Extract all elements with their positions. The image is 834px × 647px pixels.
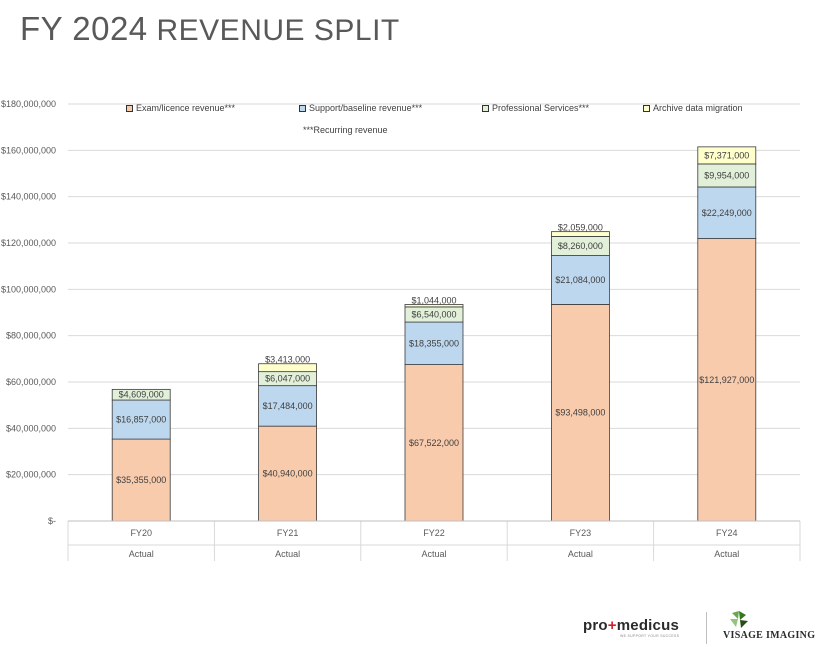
data-label: $40,940,000 [263, 469, 313, 479]
bar-segment [258, 363, 318, 373]
data-label: $7,371,000 [704, 150, 749, 160]
title-year: FY 2024 [20, 10, 148, 47]
x-sublabel: Actual [421, 549, 446, 559]
data-label: $17,484,000 [263, 401, 313, 411]
bar-segment [404, 321, 464, 365]
bar-segment [697, 238, 757, 522]
y-tick-label: $140,000,000 [1, 192, 56, 202]
data-label: $9,954,000 [704, 170, 749, 180]
data-label: $4,609,000 [119, 390, 164, 400]
revenue-stacked-bar-chart: $- $20,000,000 $40,000,000 $60,000,000 $80,0… [1, 99, 801, 561]
bar-segment [551, 255, 610, 305]
y-tick-label: $60,000,000 [6, 377, 56, 387]
y-tick-label: $80,000,000 [6, 331, 56, 341]
y-tick-label: $160,000,000 [1, 145, 56, 155]
data-label: $6,540,000 [411, 309, 456, 319]
visage-imaging-logo: VISAGE IMAGING [723, 630, 816, 641]
y-tick-label: $20,000,000 [6, 470, 56, 480]
x-tick-label: FY21 [277, 528, 299, 538]
bar-segment [404, 364, 464, 522]
data-label: $35,355,000 [116, 475, 166, 485]
y-tick-label: $180,000,000 [1, 99, 56, 109]
data-label: $21,084,000 [555, 275, 605, 285]
bar-segment [111, 438, 171, 522]
x-tick-label: FY23 [570, 528, 592, 538]
data-label: $3,413,000 [265, 355, 310, 365]
bar-segment [551, 231, 610, 237]
bar-segment [697, 186, 757, 239]
x-sublabel: Actual [714, 549, 739, 559]
bar-segment [111, 399, 171, 440]
promedicus-tagline: WE SUPPORT YOUR SUCCESS [620, 634, 680, 638]
data-label: $18,355,000 [409, 338, 459, 348]
bar-segment [404, 304, 464, 308]
x-tick-label: FY22 [423, 528, 445, 538]
logo-divider [706, 612, 707, 644]
y-tick-label: $100,000,000 [1, 284, 56, 294]
data-label: $93,498,000 [555, 408, 605, 418]
page-title: FY 2024 REVENUE SPLIT [20, 10, 400, 48]
bar-segment [111, 388, 171, 401]
bar-segment [697, 146, 757, 165]
data-label: $67,522,000 [409, 438, 459, 448]
bar-segment [258, 385, 318, 427]
data-label: $8,260,000 [558, 241, 603, 251]
data-label: $16,857,000 [116, 415, 166, 425]
data-label: $22,249,000 [702, 208, 752, 218]
bar-segment [258, 425, 318, 522]
y-tick-label: $40,000,000 [6, 423, 56, 433]
x-sublabel: Actual [568, 549, 593, 559]
x-tick-label: FY20 [130, 528, 152, 538]
x-sublabel: Actual [275, 549, 300, 559]
data-label: $6,047,000 [265, 374, 310, 384]
x-tick-label: FY24 [716, 528, 738, 538]
bar-segment [551, 303, 610, 522]
data-label: $2,059,000 [558, 223, 603, 233]
promedicus-logo: pro+medicus [583, 617, 679, 634]
data-label: $121,927,000 [699, 375, 754, 385]
y-tick-label: $120,000,000 [1, 238, 56, 248]
y-tick-label: $- [48, 516, 56, 526]
x-sublabel: Actual [129, 549, 154, 559]
data-label: $1,044,000 [411, 295, 456, 305]
visage-logo-mark-icon [730, 611, 748, 628]
title-text: REVENUE SPLIT [156, 14, 400, 47]
